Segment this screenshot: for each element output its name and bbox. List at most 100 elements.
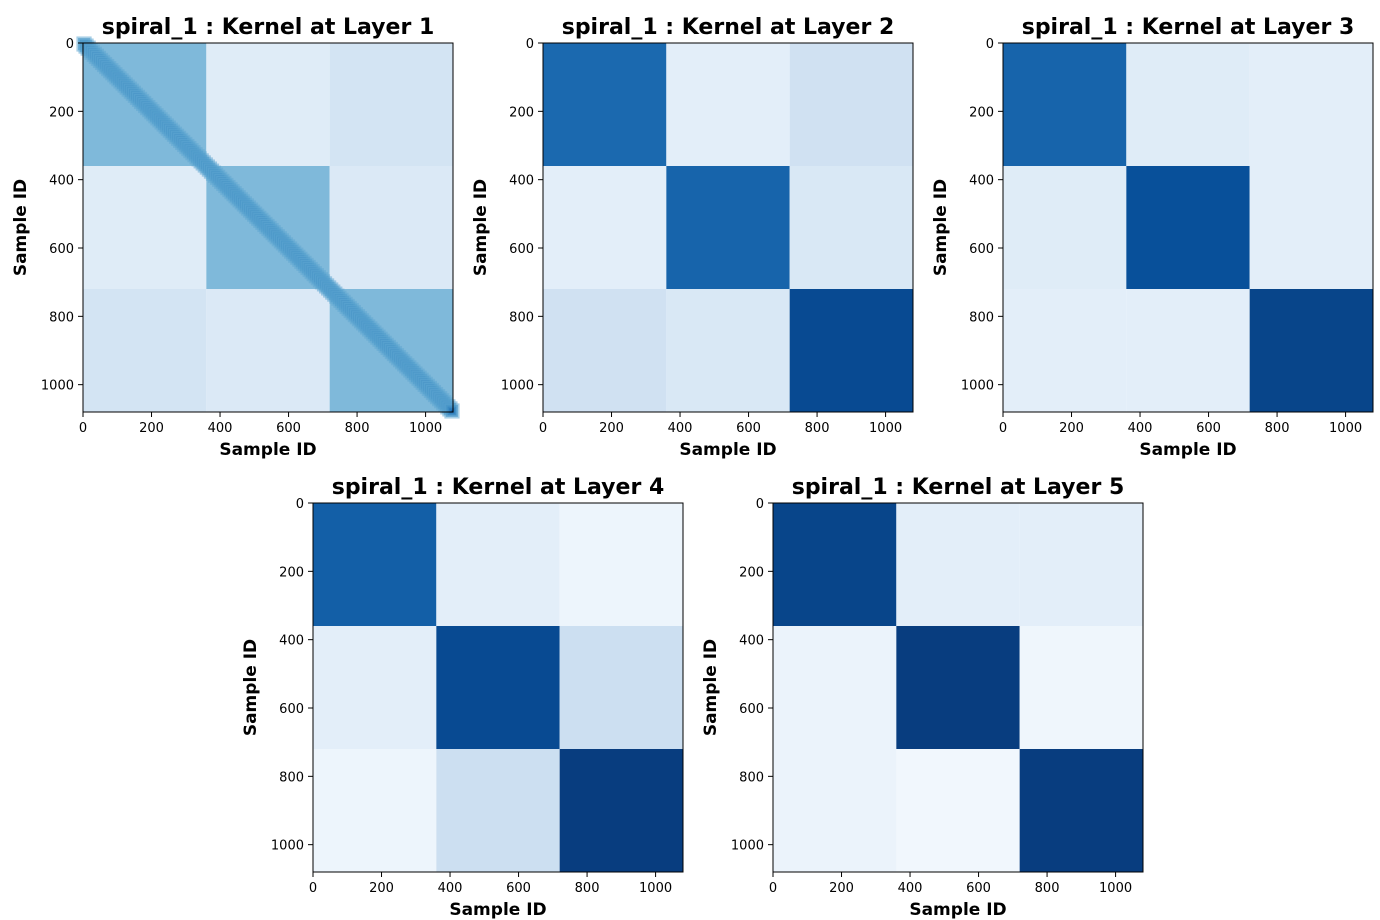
heatmap-cell — [773, 749, 897, 872]
x-tick-label: 200 — [599, 421, 624, 436]
x-tick-label: 600 — [966, 881, 991, 896]
y-axis-label: Sample ID — [931, 179, 951, 276]
heatmap-cell — [789, 289, 913, 412]
y-tick-label: 0 — [756, 497, 764, 512]
y-tick-label: 400 — [279, 634, 304, 649]
y-tick-label: 600 — [279, 702, 304, 717]
y-tick-label: 200 — [49, 105, 74, 120]
heatmap-cell — [559, 749, 683, 872]
heatmap-cell — [313, 626, 437, 749]
x-tick-label: 600 — [506, 881, 531, 896]
heatmap-cell — [896, 503, 1020, 626]
y-tick-label: 600 — [49, 242, 74, 257]
y-axis-label: Sample ID — [241, 639, 261, 736]
heatmap-cell — [666, 289, 790, 412]
x-tick-label: 200 — [369, 881, 394, 896]
x-tick-label: 1000 — [409, 421, 442, 436]
y-tick-label: 800 — [49, 310, 74, 325]
y-axis-label: Sample ID — [701, 639, 721, 736]
x-tick-label: 200 — [139, 421, 164, 436]
heatmap-cell — [543, 166, 667, 289]
heatmap-cell — [436, 749, 560, 872]
heatmap-cell — [666, 43, 790, 166]
y-tick-label: 600 — [739, 702, 764, 717]
heatmap-cell — [436, 503, 560, 626]
y-tick-label: 0 — [296, 497, 304, 512]
heatmap-cell — [206, 43, 330, 166]
heatmap-cell — [559, 626, 683, 749]
x-axis-ticks: 0 200 400 600 800 1000 — [539, 412, 902, 436]
x-axis-ticks: 0 200 400 600 800 1000 — [769, 872, 1132, 896]
kernel-panel-layer-4: 0 200 400 600 800 1000 0 200 400 600 800 1000 spir… — [241, 475, 684, 920]
x-tick-label: 400 — [208, 421, 233, 436]
x-tick-label: 1000 — [1099, 881, 1132, 896]
chart-title: spiral_1 : Kernel at Layer 1 — [102, 15, 435, 40]
heatmap-cell — [789, 43, 913, 166]
plot-frame — [82, 42, 454, 413]
x-axis-ticks: 0 200 400 600 800 1000 — [999, 412, 1362, 436]
heatmap-cell — [436, 626, 560, 749]
y-tick-label: 0 — [66, 37, 74, 52]
y-tick-label: 200 — [279, 565, 304, 580]
x-tick-label: 600 — [276, 421, 301, 436]
kernel-panel-layer-1: 0 200 400 600 800 1000 0 200 400 600 800 1000 spir… — [11, 15, 460, 460]
heatmap-cell — [1019, 626, 1143, 749]
heatmap-cell — [1019, 503, 1143, 626]
y-tick-label: 1000 — [731, 839, 764, 854]
heatmap-layer-1 — [76, 36, 460, 419]
x-tick-label: 400 — [438, 881, 463, 896]
x-axis-label: Sample ID — [1139, 440, 1236, 460]
heatmap-cell — [1249, 166, 1373, 289]
heatmap-cell — [666, 166, 790, 289]
x-tick-label: 0 — [539, 421, 547, 436]
x-tick-label: 800 — [575, 881, 600, 896]
x-axis-label: Sample ID — [909, 900, 1006, 920]
y-tick-label: 1000 — [501, 379, 534, 394]
heatmap-cell — [83, 166, 207, 289]
heatmap-cell — [896, 749, 1020, 872]
x-tick-label: 800 — [1035, 881, 1060, 896]
x-tick-label: 400 — [668, 421, 693, 436]
y-tick-label: 200 — [509, 105, 534, 120]
x-tick-label: 800 — [805, 421, 830, 436]
x-tick-label: 0 — [769, 881, 777, 896]
y-tick-label: 1000 — [41, 379, 74, 394]
y-tick-label: 400 — [509, 174, 534, 189]
y-axis-ticks: 0 200 400 600 800 1000 — [501, 37, 543, 394]
x-tick-label: 1000 — [869, 421, 902, 436]
y-tick-label: 600 — [509, 242, 534, 257]
y-axis-ticks: 0 200 400 600 800 1000 — [731, 497, 773, 854]
x-axis-label: Sample ID — [679, 440, 776, 460]
heatmap-cell — [313, 503, 437, 626]
y-axis-label: Sample ID — [471, 179, 491, 276]
heatmap-cell — [1003, 166, 1127, 289]
heatmap-cell — [1019, 749, 1143, 872]
heatmap-cell — [773, 503, 897, 626]
chart-title: spiral_1 : Kernel at Layer 3 — [1022, 15, 1355, 40]
heatmap-cell — [1003, 43, 1127, 166]
heatmap-layer-2 — [543, 43, 913, 412]
plot-frame — [312, 502, 684, 873]
y-tick-label: 0 — [986, 37, 994, 52]
chart-title: spiral_1 : Kernel at Layer 5 — [792, 475, 1125, 500]
y-tick-label: 200 — [739, 565, 764, 580]
heatmap-cell — [206, 289, 330, 412]
y-tick-label: 1000 — [961, 379, 994, 394]
heatmap-cell — [1126, 43, 1250, 166]
chart-title: spiral_1 : Kernel at Layer 2 — [562, 15, 895, 40]
kernel-panel-layer-3: 0 200 400 600 800 1000 0 200 400 600 800 1000 spir… — [931, 15, 1374, 460]
x-tick-label: 800 — [345, 421, 370, 436]
heatmap-layer-5 — [773, 503, 1143, 872]
x-tick-label: 200 — [1059, 421, 1084, 436]
x-axis-ticks: 0 200 400 600 800 1000 — [309, 872, 672, 896]
heatmap-cell — [1126, 289, 1250, 412]
heatmap-cell — [543, 43, 667, 166]
y-tick-label: 800 — [509, 310, 534, 325]
x-axis-label: Sample ID — [219, 440, 316, 460]
y-tick-label: 800 — [969, 310, 994, 325]
plot-frame — [1002, 42, 1374, 413]
heatmap-cell — [313, 749, 437, 872]
heatmap-cell — [1003, 289, 1127, 412]
heatmap-cell — [559, 503, 683, 626]
